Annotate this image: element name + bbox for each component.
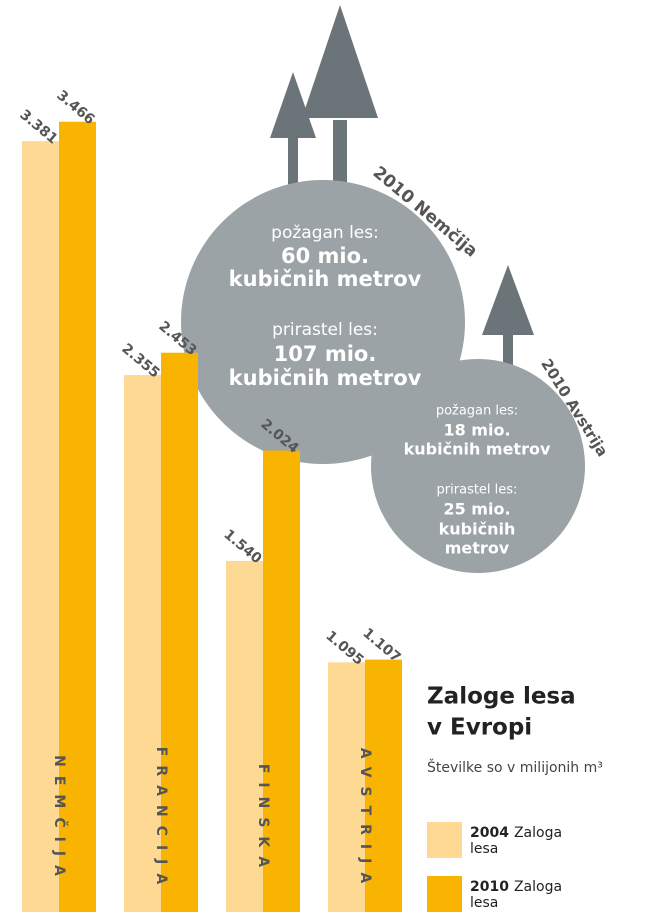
annotation-text: 18 mio. — [443, 421, 510, 440]
legend-text: lesa — [470, 895, 498, 911]
category-label: AVSTRIJA — [357, 748, 373, 892]
annotation-text: 60 mio. — [281, 244, 369, 268]
legend-entry: 2004 Zaloga — [470, 825, 562, 841]
annotation-text: 107 mio. — [274, 342, 377, 366]
annotation-text: kubičnih metrov — [229, 366, 422, 390]
infographic: 2010 Nemčija 2010 Avstrija požagan les: … — [0, 0, 659, 915]
legend-swatch — [427, 822, 462, 858]
legend-entry: 2010 Zaloga — [470, 879, 562, 895]
annotation-text: kubičnih — [439, 520, 516, 539]
category-label: NEMČIJA — [51, 755, 69, 885]
annotation-text: kubičnih metrov — [229, 267, 422, 291]
annotation-text: požagan les: — [271, 223, 379, 243]
chart-title: Zaloge lesa — [427, 684, 576, 710]
legend-text: Zaloga — [514, 825, 562, 841]
annotation-text: požagan les: — [436, 404, 518, 419]
legend-swatch — [427, 876, 462, 912]
legend-text: Zaloga — [514, 879, 562, 895]
annotation-text: kubičnih metrov — [404, 440, 551, 459]
legend-text: lesa — [470, 841, 498, 857]
annotation-text: prirastel les: — [437, 483, 518, 498]
annotation-text: metrov — [445, 539, 510, 558]
chart-subtitle: Številke so v milijonih m³ — [427, 758, 603, 776]
legend-name: 2010 — [470, 879, 509, 895]
annotation-text: prirastel les: — [272, 320, 378, 340]
chart-title: v Evropi — [427, 715, 532, 741]
category-label: FRANCIJA — [153, 747, 169, 893]
category-label: FINSKA — [255, 764, 271, 876]
annotation-text: 25 mio. — [443, 500, 510, 519]
legend-name: 2004 — [470, 825, 509, 841]
